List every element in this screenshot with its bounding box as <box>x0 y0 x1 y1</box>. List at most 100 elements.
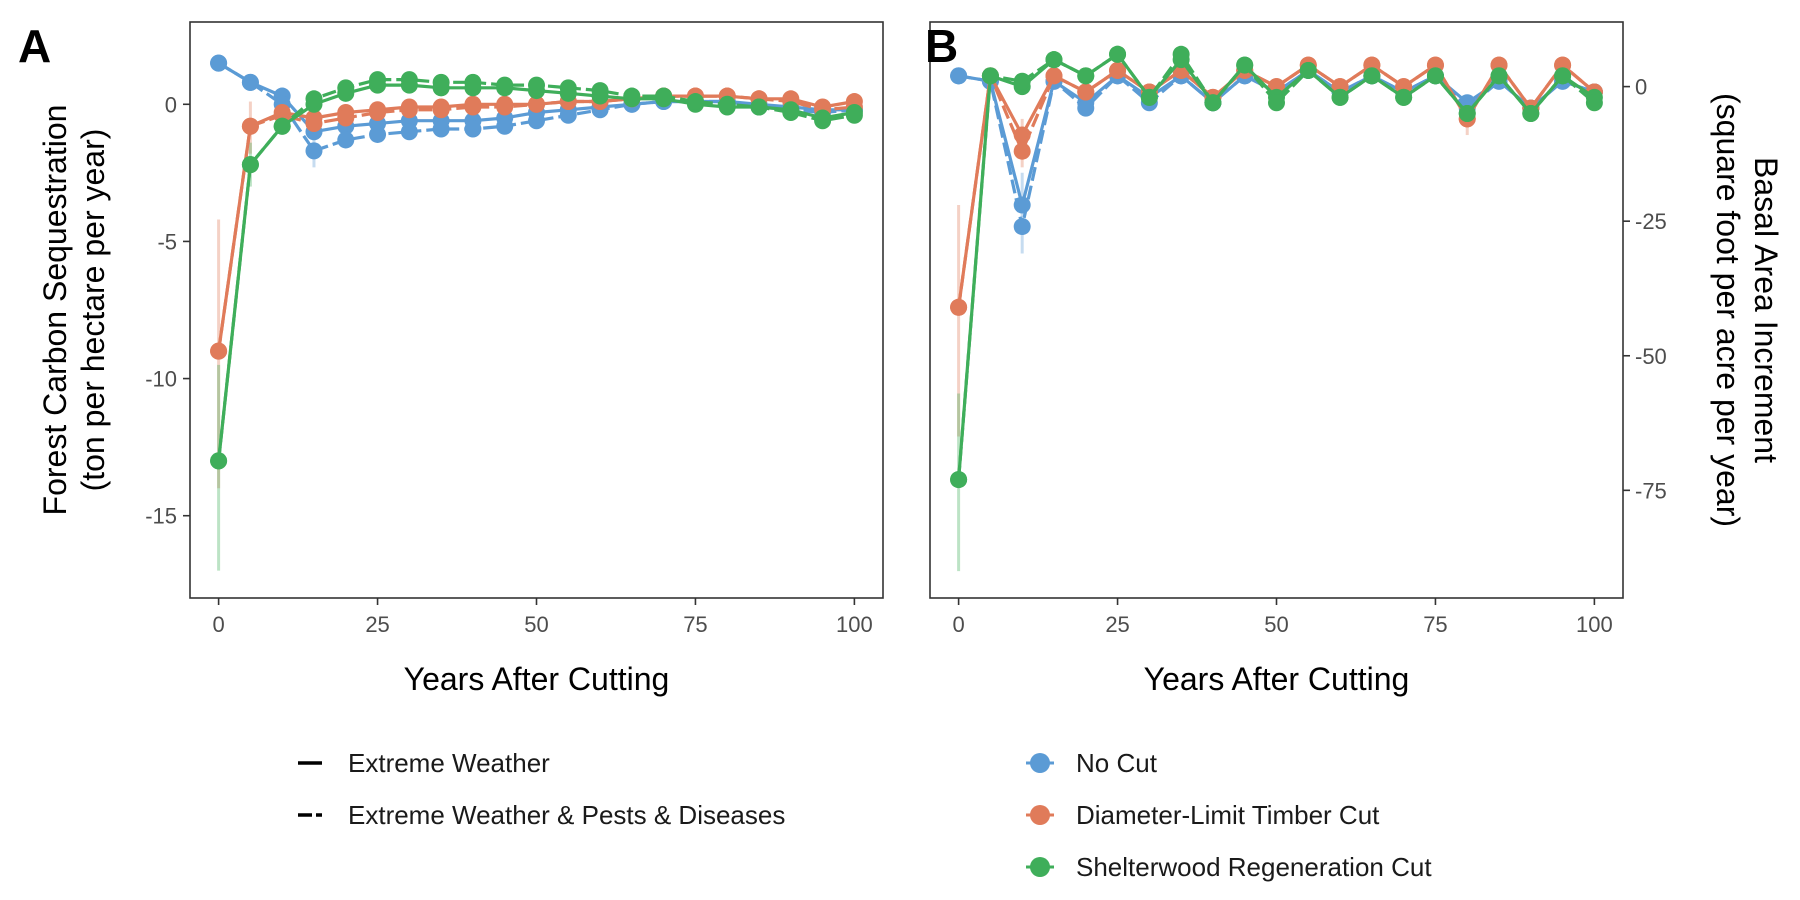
legend-item-diameter-limit: Diameter-Limit Timber Cut <box>1026 800 1380 830</box>
panel-a-x-ticks: 0 25 50 75 100 <box>212 598 873 637</box>
panel-a-no-cut-pests-diseases-point <box>400 123 418 141</box>
panel-a-x-tick-label: 25 <box>365 612 389 637</box>
legend-item-pests-diseases: Extreme Weather & Pests & Diseases <box>298 800 785 830</box>
panel-a-y-tick-label: -5 <box>157 229 177 254</box>
legend-item-extreme-weather: Extreme Weather <box>298 748 550 778</box>
legend-key-no-cut-point <box>1030 753 1050 773</box>
panel-b-no-cut-pests-diseases-point <box>1013 218 1031 236</box>
panel-a-marks <box>210 54 863 571</box>
panel-a-shelterwood-pests-diseases-point <box>528 76 545 94</box>
panel-a-x-tick-label: 0 <box>212 612 224 637</box>
panel-a-y-ticks: 0 -5 -10 -15 <box>145 92 190 529</box>
panel-a-no-cut-pests-diseases-point <box>464 120 482 138</box>
panel-b-shelterwood-pests-diseases-line <box>957 52 1596 480</box>
legend-label-pests-diseases: Extreme Weather & Pests & Diseases <box>348 800 785 830</box>
panel-a-no-cut-pests-diseases-point <box>528 112 545 130</box>
panel-a-shelterwood-pests-diseases-point <box>718 95 736 113</box>
legend-key-diameter-limit-point <box>1030 805 1050 825</box>
panel-b-shelterwood-pests-diseases-point <box>1490 67 1508 85</box>
panel-b-y-axis-title-line2: (square foot per acre per year) <box>1710 93 1746 527</box>
panel-b-x-ticks: 0 25 50 75 100 <box>952 598 1613 637</box>
panel-b-shelterwood-extreme-weather-line <box>957 52 1596 480</box>
panel-a-shelterwood-pests-diseases-point <box>273 117 291 135</box>
panel-a-no-cut-pests-diseases-point <box>241 73 259 91</box>
panel-a-shelterwood-pests-diseases-point <box>241 156 259 174</box>
panel-b-shelterwood-pests-diseases-point <box>1554 67 1572 85</box>
legend-key-shelterwood-point <box>1030 857 1050 877</box>
panel-a-y-axis-title-line2: (ton per hectare per year) <box>75 129 111 492</box>
panel-b-shelterwood-pests-diseases-point <box>1299 61 1317 79</box>
panel-a-shelterwood-pests-diseases-point <box>623 87 641 105</box>
panel-a-shelterwood-pests-diseases-point <box>655 87 673 105</box>
panel-b-x-tick-label: 100 <box>1576 612 1613 637</box>
panel-a-diameter-limit-pests-diseases-point <box>369 104 387 122</box>
panel-a-x-axis-title: Years After Cutting <box>404 661 670 697</box>
panel-a-diameter-limit-pests-diseases-point <box>337 109 355 127</box>
panel-a-diameter-limit-pests-diseases-point <box>496 98 514 116</box>
panel-b-y-tick-label: -25 <box>1635 209 1667 234</box>
panel-a-diameter-limit-pests-diseases-point <box>241 117 259 135</box>
panel-a-diameter-limit-pests-diseases-point <box>464 98 482 116</box>
panel-a-shelterwood-pests-diseases-point <box>400 71 418 89</box>
panel-b-x-tick-label: 75 <box>1423 612 1447 637</box>
panel-b-shelterwood-pests-diseases-point <box>1204 94 1222 112</box>
panel-b-y-axis-title-line1: Basal Area Increment <box>1748 157 1784 463</box>
panel-b-shelterwood-pests-diseases-point <box>1522 105 1540 123</box>
panel-b-shelterwood-pests-diseases-point <box>950 471 968 489</box>
panel-a-no-cut-pests-diseases-point <box>210 54 228 72</box>
panel-b-x-tick-label: 0 <box>952 612 964 637</box>
panel-b-shelterwood-pests-diseases-point <box>1363 67 1381 85</box>
panel-a-shelterwood-pests-diseases-point <box>210 452 228 470</box>
panel-b-diameter-limit-pests-diseases-point <box>1109 61 1127 79</box>
panel-a-no-cut-pests-diseases-point <box>369 125 387 143</box>
legend-label-no-cut: No Cut <box>1076 748 1158 778</box>
panel-b-shelterwood-pests-diseases-point <box>1395 88 1413 106</box>
panel-b-shelterwood-pests-diseases-point <box>1045 51 1063 69</box>
panel-a-shelterwood-pests-diseases-point <box>464 73 482 91</box>
panel-b-no-cut-pests-diseases-point <box>1077 99 1095 117</box>
panel-a-diameter-limit-pests-diseases-point <box>528 95 545 113</box>
panel-a-shelterwood-pests-diseases-point <box>591 82 609 100</box>
panel-a-shelterwood-pests-diseases-point <box>750 98 768 116</box>
panel-b-x-tick-label: 25 <box>1105 612 1129 637</box>
panel-b-shelterwood-pests-diseases-point <box>1236 56 1254 74</box>
panel-a-x-tick-label: 100 <box>836 612 873 637</box>
panel-b-shelterwood-pests-diseases-point <box>1426 67 1444 85</box>
legend-label-extreme-weather: Extreme Weather <box>348 748 550 778</box>
panel-a-letter: A <box>18 20 51 72</box>
panel-a-diameter-limit-pests-diseases-point <box>432 101 450 119</box>
legend-label-shelterwood: Shelterwood Regeneration Cut <box>1076 852 1432 882</box>
panel-b-letter: B <box>925 20 958 72</box>
panel-b-y-tick-label: 0 <box>1635 75 1647 100</box>
panel-a-x-tick-label: 75 <box>683 612 707 637</box>
panel-a-shelterwood-pests-diseases-point <box>559 79 577 97</box>
panel-b-y-ticks: 0 -25 -50 -75 <box>1623 75 1667 503</box>
panel-a-diameter-limit-pests-diseases-point <box>305 114 323 132</box>
panel-a-y-axis-title-line1: Forest Carbon Sequestration <box>37 105 73 516</box>
panel-a-shelterwood-pests-diseases-point <box>432 73 450 91</box>
panel-a: A 0 25 50 75 100 0 -5 -10 -15 Years After Cutti… <box>18 20 884 697</box>
panel-b-y-tick-label: -75 <box>1635 478 1667 503</box>
panel-b-diameter-limit-pests-diseases-point <box>1077 83 1095 101</box>
panel-a-shelterwood-pests-diseases-point <box>337 79 355 97</box>
panel-b-marks <box>950 45 1603 572</box>
panel-a-no-cut-pests-diseases-point <box>432 120 450 138</box>
legend-label-diameter-limit: Diameter-Limit Timber Cut <box>1076 800 1380 830</box>
panel-a-y-tick-label: 0 <box>165 92 177 117</box>
panel-b-shelterwood-pests-diseases-point <box>1331 88 1349 106</box>
legend-item-no-cut: No Cut <box>1026 748 1158 778</box>
panel-b-shelterwood-pests-diseases-point <box>1585 94 1603 112</box>
panel-a-diameter-limit-pests-diseases-point <box>400 101 418 119</box>
panel-b-shelterwood-pests-diseases-point <box>1013 72 1031 90</box>
panel-a-diameter-limit-pests-diseases-point <box>210 342 228 360</box>
panel-a-shelterwood-pests-diseases-point <box>782 104 800 122</box>
panel-b-no-cut-pests-diseases-point <box>950 67 968 85</box>
panel-b: B 0 25 50 75 100 0 -25 -50 -75 Years After Cutt… <box>925 20 1784 697</box>
panel-a-shelterwood-pests-diseases-point <box>496 76 514 94</box>
panel-b-shelterwood-pests-diseases-point <box>1077 67 1095 85</box>
panel-b-shelterwood-pests-diseases-point <box>1268 94 1285 112</box>
panel-b-shelterwood-pests-diseases-point <box>1109 45 1127 63</box>
panel-a-shelterwood-pests-diseases-point <box>305 90 323 108</box>
panel-a-x-tick-label: 50 <box>524 612 548 637</box>
